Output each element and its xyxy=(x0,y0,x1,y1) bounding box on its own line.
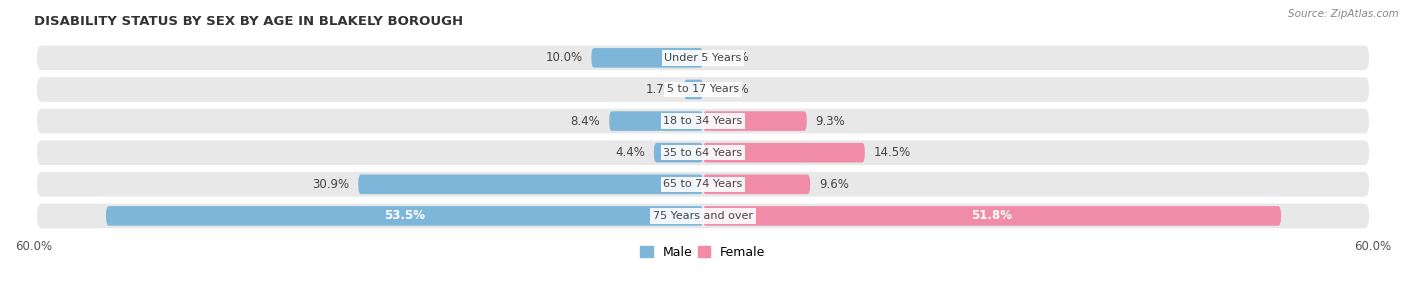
Text: 9.3%: 9.3% xyxy=(815,115,845,128)
Text: 53.5%: 53.5% xyxy=(384,209,425,223)
FancyBboxPatch shape xyxy=(105,206,703,226)
Text: 35 to 64 Years: 35 to 64 Years xyxy=(664,148,742,158)
Text: 0.0%: 0.0% xyxy=(720,83,749,96)
FancyBboxPatch shape xyxy=(703,111,807,131)
Text: 51.8%: 51.8% xyxy=(972,209,1012,223)
FancyBboxPatch shape xyxy=(609,111,703,131)
FancyBboxPatch shape xyxy=(592,48,703,68)
Text: 0.0%: 0.0% xyxy=(720,51,749,64)
FancyBboxPatch shape xyxy=(37,77,1369,102)
FancyBboxPatch shape xyxy=(37,46,1369,70)
Legend: Male, Female: Male, Female xyxy=(636,241,770,264)
FancyBboxPatch shape xyxy=(654,143,703,162)
FancyBboxPatch shape xyxy=(37,140,1369,165)
FancyBboxPatch shape xyxy=(37,172,1369,197)
Text: 75 Years and over: 75 Years and over xyxy=(652,211,754,221)
FancyBboxPatch shape xyxy=(685,80,703,99)
FancyBboxPatch shape xyxy=(703,206,1281,226)
FancyBboxPatch shape xyxy=(703,143,865,162)
Text: 4.4%: 4.4% xyxy=(614,146,645,159)
Text: 18 to 34 Years: 18 to 34 Years xyxy=(664,116,742,126)
Text: 14.5%: 14.5% xyxy=(873,146,911,159)
Text: Under 5 Years: Under 5 Years xyxy=(665,53,741,63)
FancyBboxPatch shape xyxy=(359,174,703,194)
FancyBboxPatch shape xyxy=(703,174,810,194)
Text: 9.6%: 9.6% xyxy=(820,178,849,191)
Text: DISABILITY STATUS BY SEX BY AGE IN BLAKELY BOROUGH: DISABILITY STATUS BY SEX BY AGE IN BLAKE… xyxy=(34,15,463,28)
FancyBboxPatch shape xyxy=(37,204,1369,228)
Text: 10.0%: 10.0% xyxy=(546,51,582,64)
Text: 30.9%: 30.9% xyxy=(312,178,349,191)
Text: 65 to 74 Years: 65 to 74 Years xyxy=(664,179,742,189)
Text: 5 to 17 Years: 5 to 17 Years xyxy=(666,85,740,95)
Text: Source: ZipAtlas.com: Source: ZipAtlas.com xyxy=(1288,9,1399,19)
Text: 1.7%: 1.7% xyxy=(645,83,675,96)
FancyBboxPatch shape xyxy=(37,109,1369,133)
Text: 8.4%: 8.4% xyxy=(571,115,600,128)
